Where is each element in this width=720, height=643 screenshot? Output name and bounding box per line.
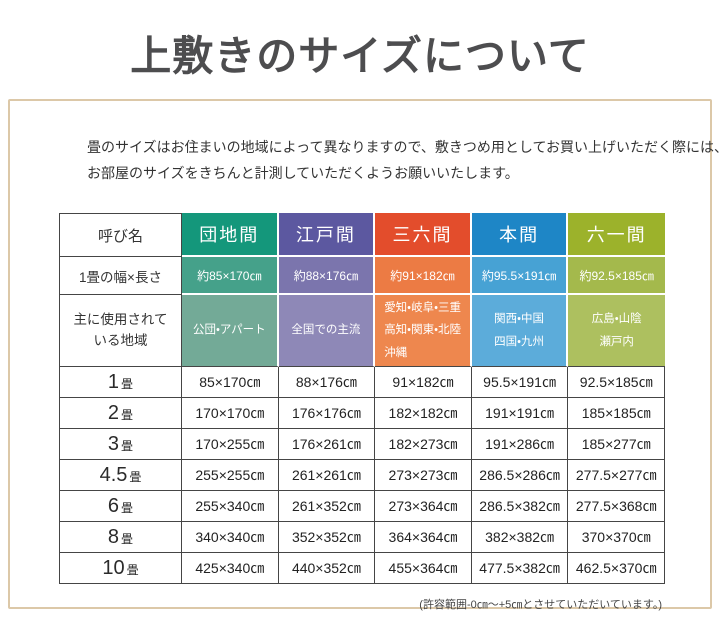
cell-value: 370×370㎝ — [568, 522, 665, 553]
cell-value: 176×261㎝ — [278, 429, 376, 460]
cell-value: 261×261㎝ — [278, 460, 376, 491]
column-header-rokuichima: 六一間 — [568, 213, 665, 257]
mat-size-danchima: 約85×170㎝ — [182, 257, 279, 295]
mat-size-row-label: 1畳の幅×長さ — [59, 257, 182, 295]
intro-line-2: お部屋のサイズをきちんと計測していただくようお願いいたします。 — [87, 165, 519, 181]
intro-text: 畳のサイズはお住まいの地域によって異なりますので、敷きつめ用としてお買い上げいた… — [87, 134, 720, 186]
cell-value: 273×273㎝ — [375, 460, 472, 491]
regions-honma: 関西・中国 四国・九州 — [471, 295, 569, 367]
cell-value: 255×255㎝ — [182, 460, 279, 491]
cell-value: 286.5×286㎝ — [471, 460, 569, 491]
cell-value: 182×182㎝ — [375, 398, 472, 429]
column-header-sabuma: 三六間 — [375, 213, 472, 257]
cell-value: 340×340㎝ — [182, 522, 279, 553]
page-title: 上敷きのサイズについて — [130, 33, 590, 79]
cell-value: 273×364㎝ — [375, 491, 472, 522]
name-header-cell: 呼び名 — [59, 213, 182, 257]
cell-value: 185×185㎝ — [568, 398, 665, 429]
cell-value: 286.5×382㎝ — [471, 491, 569, 522]
column-header-edoma: 江戸間 — [278, 213, 376, 257]
tatami-size-table: 呼び名 団地間 江戸間 三六間 本間 六一間 1畳の幅×長さ 約85×170㎝ … — [59, 213, 665, 584]
cell-value: 191×286㎝ — [471, 429, 569, 460]
cell-value: 364×364㎝ — [375, 522, 472, 553]
cell-value: 176×176㎝ — [278, 398, 376, 429]
cell-value: 425×340㎝ — [182, 553, 279, 584]
cell-value: 191×191㎝ — [471, 398, 569, 429]
cell-value: 95.5×191㎝ — [471, 367, 569, 398]
cell-value: 91×182㎝ — [375, 367, 472, 398]
mat-size-row: 1畳の幅×長さ 約85×170㎝ 約88×176㎝ 約91×182㎝ 約95.5… — [59, 257, 665, 295]
regions-row-label: 主に使用されて いる地域 — [59, 295, 182, 367]
cell-value: 185×277㎝ — [568, 429, 665, 460]
cell-value: 261×352㎝ — [278, 491, 376, 522]
cell-value: 277.5×368㎝ — [568, 491, 665, 522]
intro-line-1: 畳のサイズはお住まいの地域によって異なりますので、敷きつめ用としてお買い上げいた… — [87, 139, 720, 155]
cell-value: 440×352㎝ — [278, 553, 376, 584]
regions-rokuichima: 広島・山陰 瀬戸内 — [568, 295, 665, 367]
cell-value: 85×170㎝ — [182, 367, 279, 398]
table-row-10jo: 10 畳 425×340㎝ 440×352㎝ 455×364㎝ 477.5×382… — [59, 553, 665, 584]
table-header-row: 呼び名 団地間 江戸間 三六間 本間 六一間 — [59, 213, 665, 257]
column-header-danchima: 団地間 — [182, 213, 279, 257]
row-label: 10 畳 — [59, 553, 182, 584]
mat-size-edoma: 約88×176㎝ — [278, 257, 376, 295]
regions-edoma: 全国での主流 — [278, 295, 376, 367]
mat-size-rokuichima: 約92.5×185㎝ — [568, 257, 665, 295]
cell-value: 170×170㎝ — [182, 398, 279, 429]
cell-value: 352×352㎝ — [278, 522, 376, 553]
table-row-4-5jo: 4.5 畳 255×255㎝ 261×261㎝ 273×273㎝ 286.5×28… — [59, 460, 665, 491]
regions-danchima: 公団・アパート — [182, 295, 279, 367]
content-frame: 畳のサイズはお住まいの地域によって異なりますので、敷きつめ用としてお買い上げいた… — [8, 99, 720, 611]
cell-value: 255×340㎝ — [182, 491, 279, 522]
cell-value: 277.5×277㎝ — [568, 460, 665, 491]
regions-row: 主に使用されて いる地域 公団・アパート 全国での主流 愛知・岐阜・三重 高知・… — [59, 295, 665, 367]
cell-value: 462.5×370㎝ — [568, 553, 665, 584]
mat-size-sabuma: 約91×182㎝ — [375, 257, 472, 295]
cell-value: 382×382㎝ — [471, 522, 569, 553]
cell-value: 92.5×185㎝ — [568, 367, 665, 398]
tolerance-footnote: (許容範囲-0㎝～+5㎝とさせていただいています。) — [419, 599, 662, 611]
row-label: 4.5 畳 — [59, 460, 182, 491]
regions-sabuma: 愛知・岐阜・三重 高知・関東・北陸 沖縄 — [375, 295, 472, 367]
cell-value: 170×255㎝ — [182, 429, 279, 460]
column-header-honma: 本間 — [471, 213, 569, 257]
cell-value: 477.5×382㎝ — [471, 553, 569, 584]
cell-value: 182×273㎝ — [375, 429, 472, 460]
cell-value: 455×364㎝ — [375, 553, 472, 584]
cell-value: 88×176㎝ — [278, 367, 376, 398]
mat-size-honma: 約95.5×191㎝ — [471, 257, 569, 295]
